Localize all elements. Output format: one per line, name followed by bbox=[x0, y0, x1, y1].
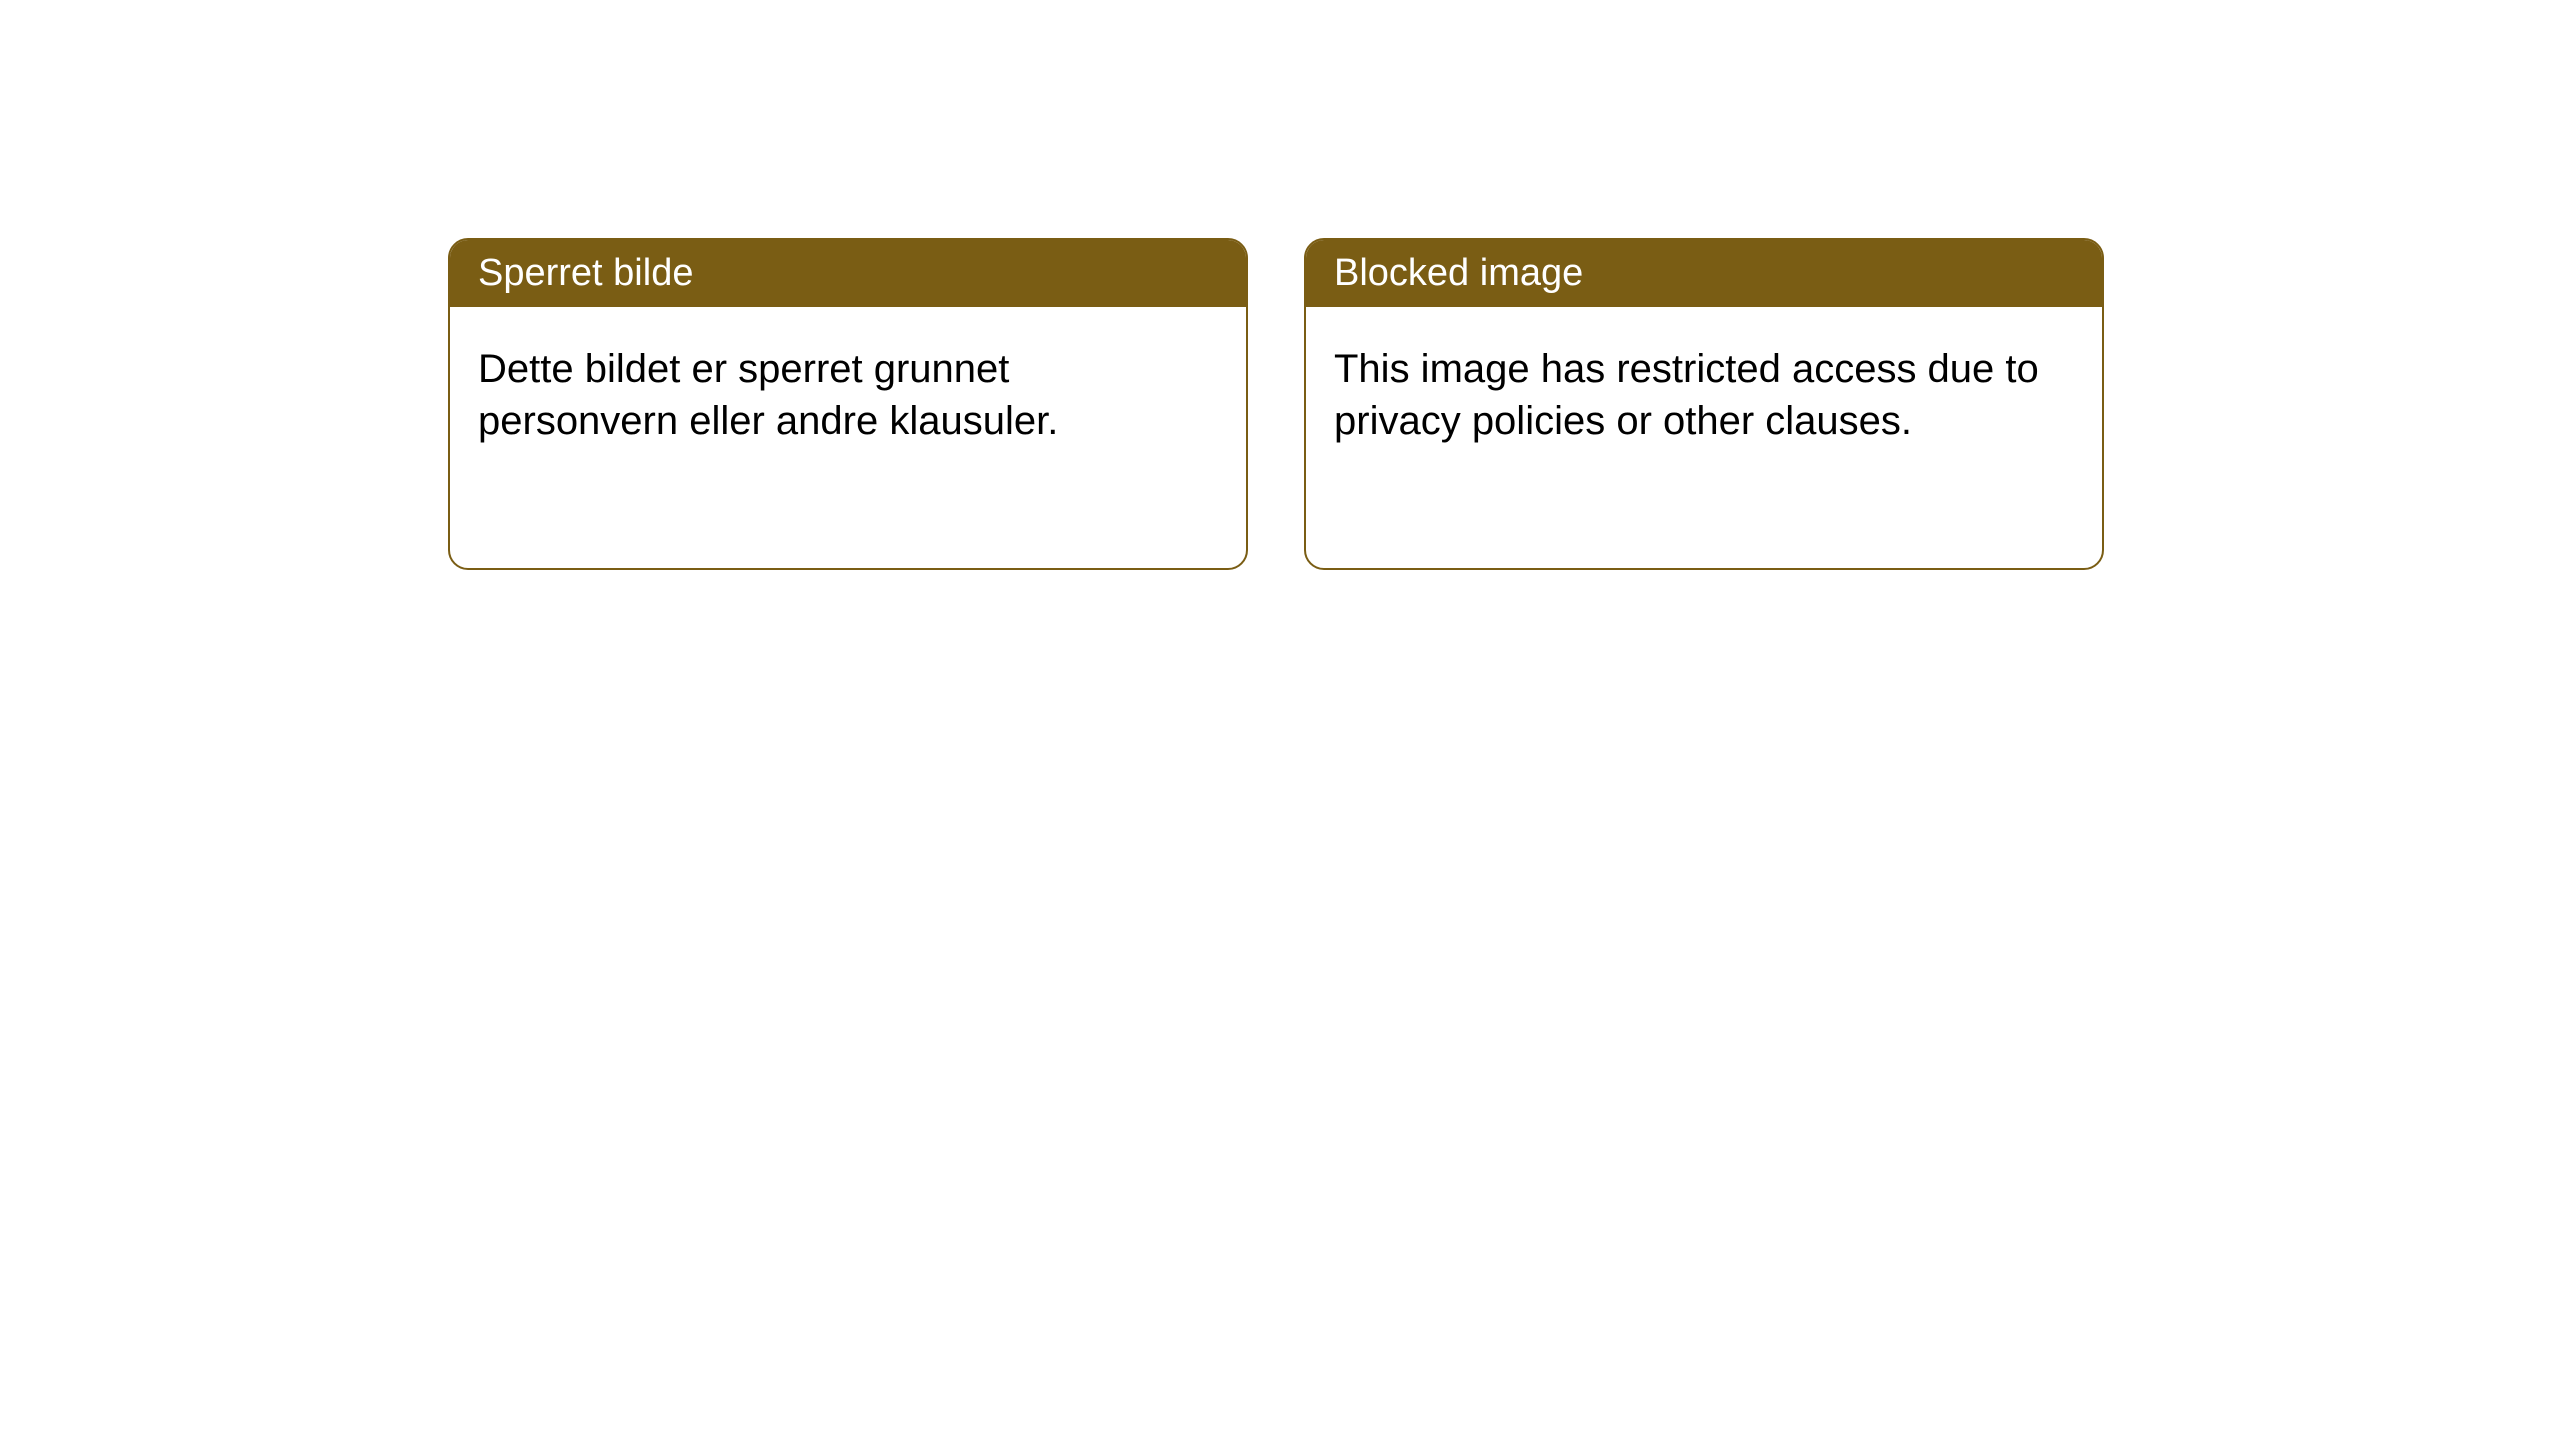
card-header: Sperret bilde bbox=[450, 240, 1246, 307]
notice-cards-container: Sperret bilde Dette bildet er sperret gr… bbox=[448, 238, 2104, 570]
card-body: This image has restricted access due to … bbox=[1306, 307, 2102, 483]
card-header: Blocked image bbox=[1306, 240, 2102, 307]
notice-card-english: Blocked image This image has restricted … bbox=[1304, 238, 2104, 570]
notice-card-norwegian: Sperret bilde Dette bildet er sperret gr… bbox=[448, 238, 1248, 570]
card-body: Dette bildet er sperret grunnet personve… bbox=[450, 307, 1246, 483]
